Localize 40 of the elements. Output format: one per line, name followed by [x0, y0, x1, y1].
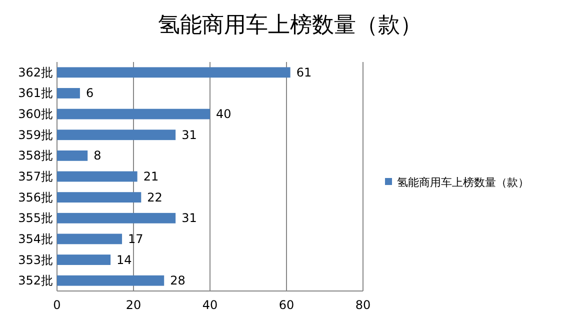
- bar: [57, 67, 290, 78]
- x-tick-label: 80: [355, 298, 371, 312]
- x-tick-label: 0: [53, 298, 61, 312]
- y-tick-label: 358批: [18, 148, 53, 163]
- data-label: 31: [182, 211, 197, 226]
- bar: [57, 254, 111, 265]
- y-tick-label: 360批: [18, 107, 53, 122]
- y-tick-label: 355批: [18, 211, 53, 226]
- y-tick-label: 356批: [18, 190, 53, 204]
- data-label: 28: [170, 274, 186, 288]
- x-tick-label: 60: [278, 298, 294, 312]
- data-label: 8: [94, 148, 102, 163]
- data-label: 21: [143, 170, 159, 184]
- bar: [57, 192, 142, 203]
- bar: [57, 108, 210, 120]
- bar: [57, 275, 164, 286]
- bar: [57, 171, 138, 182]
- data-label: 61: [296, 65, 312, 80]
- y-tick-label: 359批: [18, 128, 53, 142]
- y-tick-label: 362批: [18, 65, 53, 80]
- bar: [57, 130, 176, 140]
- bar: [57, 150, 88, 161]
- y-tick-label: 352批: [18, 274, 53, 288]
- data-label: 6: [86, 86, 94, 100]
- x-tick-label: 40: [202, 298, 218, 312]
- data-label: 40: [216, 107, 232, 122]
- data-label: 17: [128, 232, 144, 246]
- data-label: 22: [147, 190, 162, 204]
- data-label: 14: [116, 252, 132, 267]
- y-tick-label: 354批: [18, 232, 53, 246]
- y-tick-label: 353批: [18, 252, 53, 267]
- bar: [57, 234, 122, 244]
- chart-title: 氢能商用车上榜数量（款）: [158, 13, 422, 38]
- y-tick-label: 357批: [18, 170, 53, 184]
- legend-label: 氢能商用车上榜数量（款）: [397, 176, 529, 189]
- data-label: 31: [182, 128, 197, 142]
- y-tick-label: 361批: [18, 86, 53, 100]
- x-tick-label: 20: [126, 298, 142, 312]
- bar: [57, 212, 176, 224]
- bar: [57, 88, 80, 98]
